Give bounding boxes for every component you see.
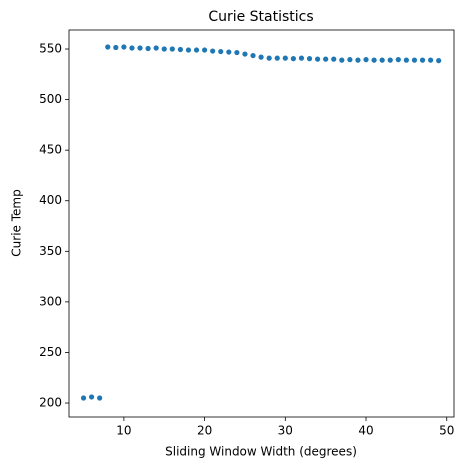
point [193, 47, 200, 53]
y-tick-label: 200 [39, 396, 62, 410]
point [218, 48, 224, 55]
point [97, 395, 103, 401]
y-tick-label: 550 [39, 42, 62, 56]
point [339, 57, 345, 63]
y-tick-label: 300 [39, 294, 62, 308]
point [403, 57, 409, 63]
point [363, 57, 369, 63]
y-axis-label: Curie Temp [10, 189, 24, 256]
x-tick-label: 10 [116, 424, 131, 438]
y-tick-label: 500 [39, 92, 62, 106]
x-tick-label: 50 [439, 424, 454, 438]
point [419, 57, 426, 63]
point [298, 55, 305, 61]
point [169, 46, 175, 52]
point [121, 44, 127, 50]
point [137, 45, 143, 51]
point [88, 394, 95, 400]
point [153, 45, 159, 51]
point [266, 55, 272, 61]
point [80, 395, 87, 401]
chart-title: Curie Statistics [208, 9, 313, 25]
x-tick-label: 40 [358, 424, 373, 438]
x-tick-label: 20 [197, 424, 212, 438]
point [347, 57, 353, 63]
point [290, 56, 296, 62]
point [371, 57, 377, 63]
point [185, 47, 192, 53]
x-axis-label: Sliding Window Width (degrees) [165, 445, 357, 459]
x-tick-label: 30 [278, 424, 293, 438]
point [201, 47, 208, 53]
point [306, 56, 313, 62]
point [250, 52, 256, 59]
point [226, 49, 232, 55]
point [387, 57, 393, 63]
point [411, 57, 418, 63]
point [379, 57, 385, 63]
point [234, 49, 240, 56]
point [129, 45, 135, 51]
point [436, 58, 442, 64]
point [282, 55, 288, 61]
point [105, 44, 111, 50]
point [177, 46, 183, 53]
point [258, 54, 264, 60]
y-tick-label: 450 [39, 143, 62, 157]
point [395, 57, 401, 63]
point [161, 46, 167, 52]
point [145, 45, 151, 52]
point [242, 51, 248, 57]
y-tick-label: 400 [39, 193, 62, 207]
plot-frame [68, 29, 455, 418]
y-tick-label: 250 [39, 345, 62, 359]
point [314, 56, 321, 62]
point [274, 55, 280, 61]
point [210, 48, 216, 54]
point [113, 44, 119, 51]
point [331, 56, 337, 62]
point [323, 56, 329, 62]
y-tick-label: 350 [39, 244, 62, 258]
point [427, 57, 434, 63]
point [355, 57, 361, 63]
